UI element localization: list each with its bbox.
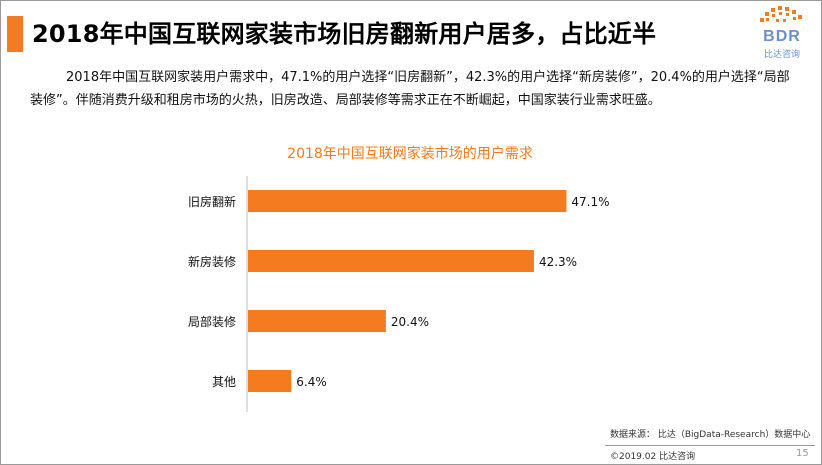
page-title: 2018年中国互联网家装市场旧房翻新用户居多，占比近半 bbox=[32, 20, 657, 48]
description-paragraph: 2018年中国互联网家装用户需求中，47.1%的用户选择“旧房翻新”，42.3%… bbox=[30, 70, 790, 108]
logo-sunburst-icon bbox=[760, 6, 802, 22]
bar bbox=[248, 310, 386, 332]
value-label: 42.3% bbox=[539, 255, 577, 269]
bar bbox=[248, 370, 292, 392]
bdr-logo: BDR 比达咨询 bbox=[752, 6, 812, 62]
page-number: 15 bbox=[796, 448, 809, 459]
data-source: 数据来源： 比达（BigData-Research）数据中心 bbox=[610, 430, 811, 440]
logo-text: BDR bbox=[763, 28, 801, 45]
bar bbox=[248, 250, 534, 272]
category-label: 其他 bbox=[212, 375, 236, 389]
value-label: 20.4% bbox=[391, 315, 429, 329]
value-label: 6.4% bbox=[296, 375, 327, 389]
value-label: 47.1% bbox=[571, 195, 609, 209]
bar bbox=[248, 190, 567, 212]
category-label: 局部装修 bbox=[188, 314, 236, 329]
chart-title: 2018年中国互联网家装市场的用户需求 bbox=[287, 145, 533, 162]
title-accent-bar bbox=[7, 16, 23, 52]
copyright: ©2019.02 比达咨询 bbox=[610, 452, 696, 462]
category-label: 新房装修 bbox=[188, 254, 236, 269]
logo-subtitle: 比达咨询 bbox=[763, 50, 800, 60]
footer-divider bbox=[605, 445, 815, 446]
category-label: 旧房翻新 bbox=[188, 194, 236, 209]
